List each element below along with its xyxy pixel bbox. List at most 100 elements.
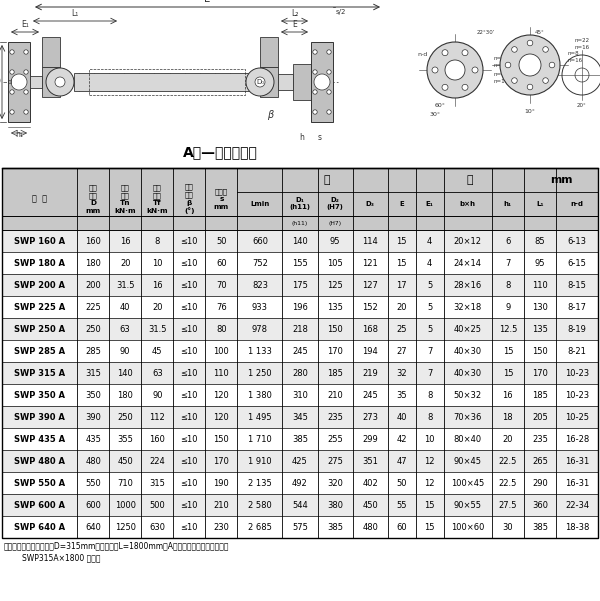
Text: 933: 933 (252, 302, 268, 311)
Text: 回転
直径
D
mm: 回転 直径 D mm (86, 184, 101, 214)
Circle shape (55, 77, 65, 87)
Text: 351: 351 (362, 457, 378, 466)
Text: SWP 225 A: SWP 225 A (14, 302, 65, 311)
Text: 235: 235 (327, 412, 343, 421)
Text: 8: 8 (155, 237, 160, 245)
Text: 20: 20 (120, 258, 130, 267)
Text: 85: 85 (535, 237, 545, 245)
Text: 5: 5 (427, 325, 433, 334)
Text: 345: 345 (292, 412, 308, 421)
Text: ≤10: ≤10 (181, 478, 198, 487)
Text: 22.5: 22.5 (499, 457, 517, 466)
Text: 185: 185 (327, 368, 343, 377)
Text: 600: 600 (85, 501, 101, 510)
Circle shape (313, 90, 317, 94)
Circle shape (512, 47, 517, 52)
Text: 32: 32 (397, 368, 407, 377)
Bar (74, 73, 250, 91)
Text: ≤10: ≤10 (181, 391, 198, 400)
Text: 95: 95 (330, 237, 340, 245)
Bar (2, 296, 598, 318)
Circle shape (543, 78, 548, 84)
Text: 425: 425 (292, 457, 308, 466)
Text: 385: 385 (292, 435, 308, 444)
Text: 22.5: 22.5 (499, 478, 517, 487)
Text: 205: 205 (532, 412, 548, 421)
Text: 140: 140 (292, 237, 308, 245)
Text: 27.5: 27.5 (499, 501, 517, 510)
Text: SWP 550 A: SWP 550 A (14, 478, 65, 487)
Text: 20: 20 (503, 435, 513, 444)
Text: 100×45: 100×45 (451, 478, 484, 487)
Text: E: E (399, 201, 404, 207)
Circle shape (24, 70, 28, 74)
Text: 47: 47 (397, 457, 407, 466)
Text: 15: 15 (424, 501, 435, 510)
Text: 120: 120 (214, 412, 229, 421)
Bar (2, 516, 598, 538)
Text: 60: 60 (216, 258, 227, 267)
Text: 60: 60 (397, 522, 407, 531)
Text: 尺: 尺 (323, 175, 330, 185)
Text: 1 710: 1 710 (248, 435, 272, 444)
Circle shape (24, 110, 28, 114)
Text: 140: 140 (118, 368, 133, 377)
Text: 100: 100 (214, 347, 229, 356)
Text: 110: 110 (214, 368, 229, 377)
Bar (2, 230, 598, 252)
Bar (2, 362, 598, 384)
Text: 135: 135 (532, 325, 548, 334)
Text: 575: 575 (292, 522, 308, 531)
Text: 16-31: 16-31 (565, 457, 589, 466)
Text: 402: 402 (362, 478, 378, 487)
Text: D₁
(h11): D₁ (h11) (290, 198, 311, 210)
Text: 25: 25 (397, 325, 407, 334)
Text: 170: 170 (327, 347, 343, 356)
Text: 31.5: 31.5 (116, 281, 134, 290)
Text: 380: 380 (327, 501, 343, 510)
Bar (2, 450, 598, 472)
Text: 210: 210 (214, 501, 229, 510)
Text: 230: 230 (214, 522, 229, 531)
Text: 155: 155 (292, 258, 308, 267)
Text: 978: 978 (252, 325, 268, 334)
Circle shape (11, 74, 27, 90)
Text: 軸承
折角
β
(°): 軸承 折角 β (°) (184, 183, 194, 215)
Text: 450: 450 (118, 457, 133, 466)
Text: 135: 135 (327, 302, 343, 311)
Text: 30: 30 (503, 522, 513, 531)
Text: 299: 299 (362, 435, 378, 444)
Text: L₁: L₁ (536, 201, 544, 207)
Text: 20°: 20° (577, 103, 587, 108)
Text: 190: 190 (214, 478, 229, 487)
Text: 245: 245 (292, 347, 308, 356)
Text: 95: 95 (535, 258, 545, 267)
Text: 225: 225 (85, 302, 101, 311)
Text: 16: 16 (152, 281, 163, 290)
Text: h: h (299, 133, 304, 142)
Text: 112: 112 (149, 412, 165, 421)
Bar (42, 67, 60, 97)
Text: 4: 4 (427, 237, 433, 245)
Text: β: β (267, 110, 273, 120)
Text: 注：标記示例：回轉直徑D=315mm，安装長度L=1800mm，A型有伸縮長型万向联軴器。: 注：标記示例：回轉直徑D=315mm，安装長度L=1800mm，A型有伸縮長型万… (4, 541, 229, 550)
Text: 150: 150 (327, 325, 343, 334)
Text: D₀: D₀ (256, 79, 264, 85)
Text: 55: 55 (397, 501, 407, 510)
Text: 194: 194 (362, 347, 378, 356)
Text: 350: 350 (85, 391, 101, 400)
Text: 185: 185 (532, 391, 548, 400)
Text: SWP 640 A: SWP 640 A (14, 522, 65, 531)
Text: 285: 285 (85, 347, 101, 356)
Text: ≤10: ≤10 (181, 281, 198, 290)
Text: mm: mm (550, 175, 572, 185)
Text: 12: 12 (424, 457, 435, 466)
Text: E₁: E₁ (21, 20, 29, 29)
Text: 80×40: 80×40 (454, 435, 482, 444)
Circle shape (10, 70, 14, 74)
Text: 355: 355 (117, 435, 133, 444)
Text: 伸縮量
s
mm: 伸縮量 s mm (214, 188, 229, 210)
Text: ≤10: ≤10 (181, 457, 198, 466)
Text: ≤10: ≤10 (181, 501, 198, 510)
Text: 寸: 寸 (467, 175, 473, 185)
